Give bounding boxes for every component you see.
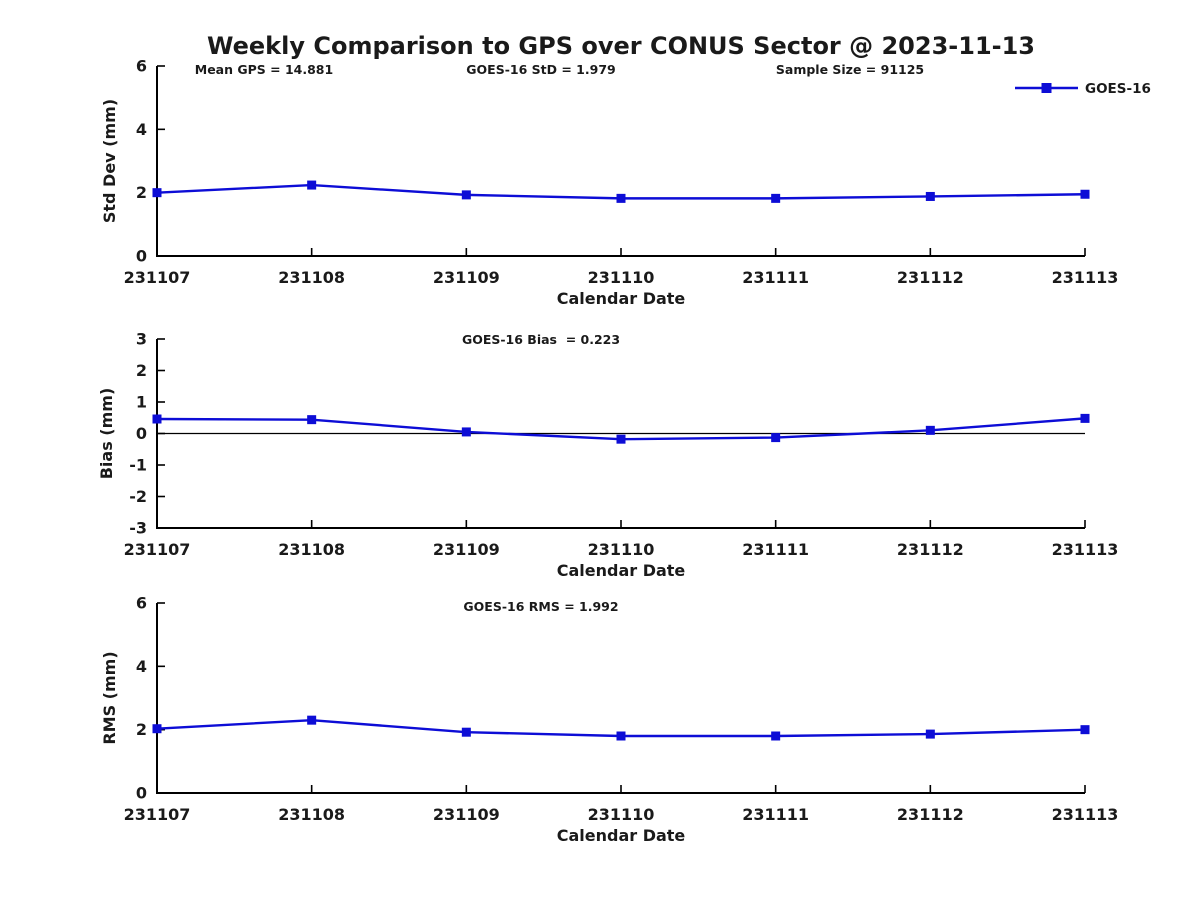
goes-16-data-point: [925, 729, 935, 739]
x-tick-label: 231113: [1052, 268, 1119, 287]
x-tick-label: 231111: [742, 540, 809, 559]
y-tick-label: 6: [136, 594, 147, 613]
annotation-sample-size: Sample Size = 91125: [776, 62, 924, 77]
y-tick-label: -1: [129, 456, 147, 475]
goes-16-data-point: [461, 190, 471, 200]
goes-16-data-point: [152, 188, 162, 198]
x-tick-label: 231109: [433, 805, 500, 824]
x-tick-label: 231113: [1052, 540, 1119, 559]
legend-label: GOES-16: [1085, 81, 1151, 97]
x-tick-label: 231110: [588, 268, 655, 287]
goes-16-data-point: [1080, 725, 1090, 735]
x-tick-label: 231110: [588, 540, 655, 559]
rms-ylabel: RMS (mm): [100, 651, 119, 744]
legend-square-marker-icon: [1041, 83, 1052, 93]
x-tick-label: 231111: [742, 805, 809, 824]
goes-16-data-point: [1080, 413, 1090, 423]
goes-16-data-point: [461, 727, 471, 737]
stddev-subplot: 0 2 4 6 231107 231108 231109 231110 231111 231112…: [124, 57, 1119, 288]
stddev-xlabel: Calendar Date: [557, 289, 686, 308]
bias-subplot: -3 -2 -1 0 1 2 3 231107 231108 231109 231110 231111…: [124, 330, 1119, 560]
y-tick-label: 6: [136, 57, 147, 76]
goes-16-data-point: [616, 193, 626, 203]
x-tick-label: 231109: [433, 540, 500, 559]
x-tick-label: 231113: [1052, 805, 1119, 824]
y-tick-label: 0: [136, 784, 147, 803]
y-tick-label: 2: [136, 720, 147, 739]
y-tick-label: 3: [136, 330, 147, 349]
y-tick-label: -2: [129, 487, 147, 506]
y-tick-label: 0: [136, 247, 147, 266]
x-tick-label: 231110: [588, 805, 655, 824]
x-tick-label: 231107: [124, 268, 191, 287]
y-tick-label: 4: [136, 120, 147, 139]
y-tick-label: 1: [136, 393, 147, 412]
bias-ylabel: Bias (mm): [97, 388, 116, 480]
goes-16-data-point: [307, 180, 317, 190]
goes-16-data-point: [925, 191, 935, 201]
x-tick-label: 231112: [897, 268, 964, 287]
x-tick-label: 231112: [897, 805, 964, 824]
x-tick-label: 231108: [278, 268, 345, 287]
goes-16-data-point: [616, 731, 626, 741]
legend: GOES-16: [1015, 81, 1151, 97]
stddev-ylabel: Std Dev (mm): [100, 99, 119, 223]
goes-16-data-point: [152, 414, 162, 424]
rms-subplot: 0 2 4 6 231107 231108 231109 231110 231111 231112…: [124, 594, 1119, 825]
rms-axes: [156, 603, 1085, 794]
x-tick-label: 231111: [742, 268, 809, 287]
goes-16-data-point: [1080, 189, 1090, 199]
goes-16-data-point: [307, 415, 317, 425]
goes-16-data-point: [616, 434, 626, 444]
rms-xlabel: Calendar Date: [557, 826, 686, 845]
y-tick-label: 2: [136, 183, 147, 202]
stddev-axes: [156, 66, 1085, 257]
goes-16-data-point: [925, 425, 935, 435]
x-tick-label: 231107: [124, 540, 191, 559]
annotation-goes16-std: GOES-16 StD = 1.979: [466, 62, 615, 77]
x-tick-label: 231107: [124, 805, 191, 824]
y-tick-label: -3: [129, 519, 147, 538]
subplots: 0 2 4 6 231107 231108 231109 231110 231111 231112…: [124, 57, 1119, 825]
goes-16-data-point: [461, 427, 471, 437]
bias-xlabel: Calendar Date: [557, 561, 686, 580]
x-tick-label: 231109: [433, 268, 500, 287]
goes-16-data-point: [307, 715, 317, 725]
x-tick-label: 231108: [278, 540, 345, 559]
y-tick-label: 4: [136, 657, 147, 676]
goes-16-data-point: [152, 724, 162, 734]
annotation-mean-gps: Mean GPS = 14.881: [195, 62, 333, 77]
y-tick-label: 2: [136, 361, 147, 380]
y-tick-label: 0: [136, 424, 147, 443]
goes-16-data-point: [771, 433, 781, 443]
figure-title: Weekly Comparison to GPS over CONUS Sect…: [207, 32, 1035, 60]
goes-16-data-point: [771, 731, 781, 741]
x-tick-label: 231112: [897, 540, 964, 559]
goes-16-data-point: [771, 193, 781, 203]
x-tick-label: 231108: [278, 805, 345, 824]
rms-subplot-title: GOES-16 RMS = 1.992: [463, 599, 618, 614]
bias-subplot-title: GOES-16 Bias = 0.223: [462, 332, 620, 347]
